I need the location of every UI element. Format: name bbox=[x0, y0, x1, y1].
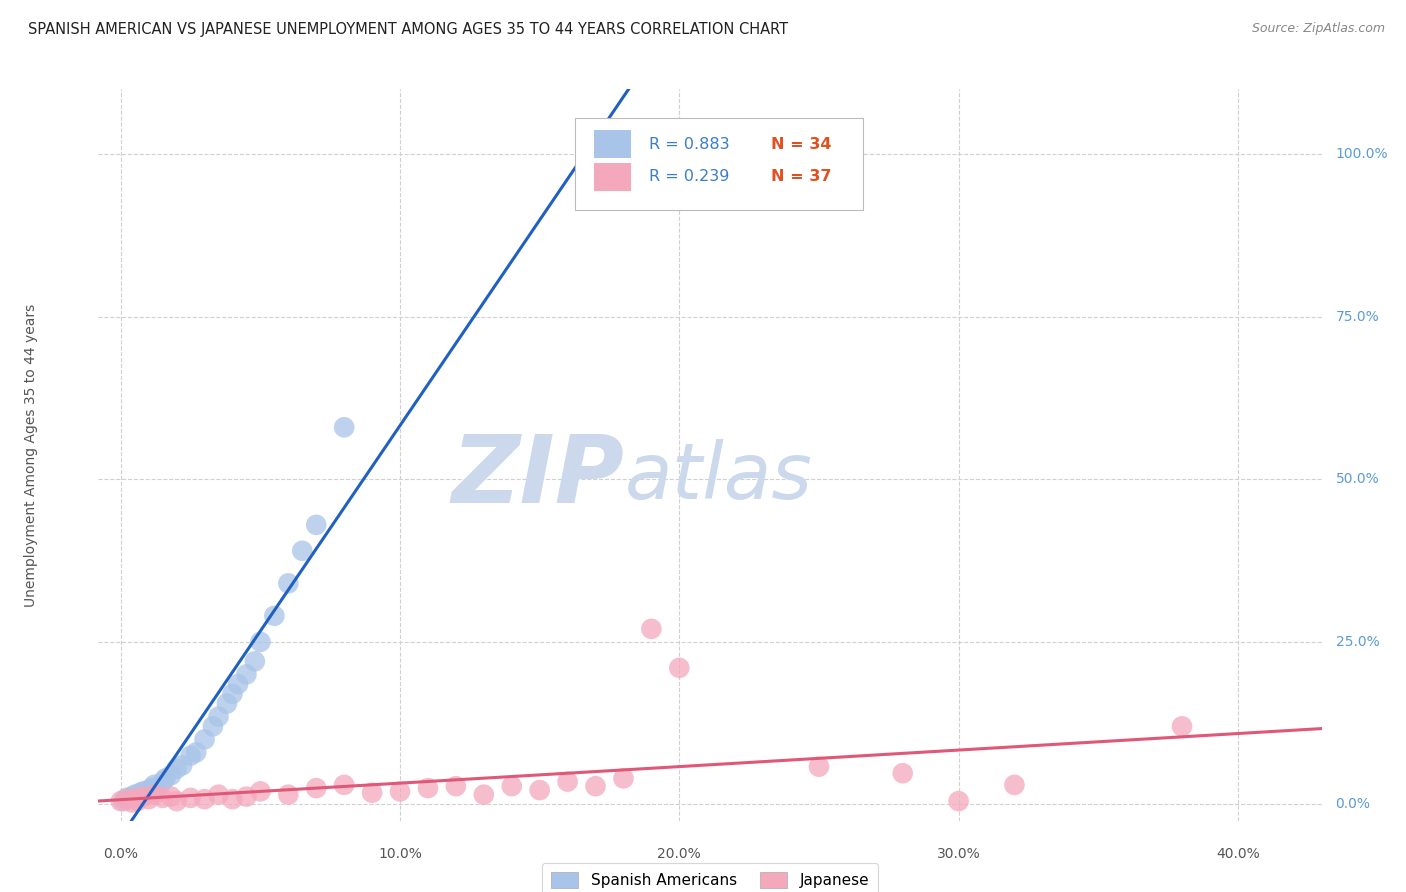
Point bbox=[141, 781, 163, 796]
Text: R = 0.883: R = 0.883 bbox=[648, 136, 730, 152]
Text: 50.0%: 50.0% bbox=[1336, 472, 1379, 486]
Point bbox=[186, 745, 208, 759]
Text: N = 34: N = 34 bbox=[772, 136, 832, 152]
Point bbox=[180, 748, 202, 763]
Point bbox=[138, 792, 160, 806]
Text: SPANISH AMERICAN VS JAPANESE UNEMPLOYMENT AMONG AGES 35 TO 44 YEARS CORRELATION : SPANISH AMERICAN VS JAPANESE UNEMPLOYMEN… bbox=[28, 22, 789, 37]
Text: 25.0%: 25.0% bbox=[1336, 635, 1379, 648]
Point bbox=[291, 544, 314, 558]
Point bbox=[243, 654, 266, 668]
Point bbox=[138, 783, 160, 797]
Point bbox=[305, 517, 328, 532]
Point bbox=[115, 792, 138, 806]
Point bbox=[152, 790, 174, 805]
Point bbox=[124, 790, 146, 805]
Point bbox=[193, 792, 215, 806]
Text: ZIP: ZIP bbox=[451, 431, 624, 523]
Point bbox=[389, 784, 412, 798]
Point bbox=[215, 697, 238, 711]
Text: 30.0%: 30.0% bbox=[936, 847, 980, 861]
Text: N = 37: N = 37 bbox=[772, 169, 832, 185]
Point bbox=[948, 794, 970, 808]
Point bbox=[226, 677, 249, 691]
Point bbox=[121, 796, 143, 810]
Point bbox=[127, 794, 149, 808]
Point bbox=[472, 788, 495, 802]
Point bbox=[416, 781, 439, 796]
Point bbox=[557, 774, 579, 789]
Point bbox=[121, 789, 143, 804]
Point bbox=[132, 789, 155, 804]
Text: 0.0%: 0.0% bbox=[103, 847, 138, 861]
Point bbox=[129, 786, 152, 800]
Point bbox=[235, 667, 257, 681]
Point bbox=[110, 794, 132, 808]
Point bbox=[143, 788, 166, 802]
Point bbox=[529, 783, 551, 797]
Point bbox=[155, 772, 177, 786]
Point bbox=[132, 784, 155, 798]
Point bbox=[668, 661, 690, 675]
Point bbox=[221, 687, 243, 701]
Point bbox=[115, 790, 138, 805]
Legend: Spanish Americans, Japanese: Spanish Americans, Japanese bbox=[541, 863, 879, 892]
Point bbox=[585, 779, 607, 793]
Point bbox=[1004, 778, 1026, 792]
Text: 100.0%: 100.0% bbox=[1336, 147, 1388, 161]
Point bbox=[160, 789, 183, 804]
Point bbox=[172, 758, 194, 772]
Point bbox=[361, 786, 384, 800]
Point bbox=[152, 774, 174, 789]
Point bbox=[124, 788, 146, 802]
Text: R = 0.239: R = 0.239 bbox=[648, 169, 730, 185]
Text: 40.0%: 40.0% bbox=[1216, 847, 1260, 861]
Point bbox=[235, 789, 257, 804]
Point bbox=[444, 779, 467, 793]
Text: Source: ZipAtlas.com: Source: ZipAtlas.com bbox=[1251, 22, 1385, 36]
Point bbox=[807, 760, 830, 774]
Text: 10.0%: 10.0% bbox=[378, 847, 422, 861]
Point bbox=[166, 762, 188, 776]
Point bbox=[143, 778, 166, 792]
Point bbox=[891, 766, 914, 780]
Point bbox=[612, 772, 634, 786]
Text: atlas: atlas bbox=[624, 439, 813, 515]
Point bbox=[263, 608, 285, 623]
Point bbox=[193, 732, 215, 747]
FancyBboxPatch shape bbox=[593, 130, 630, 158]
Point bbox=[305, 781, 328, 796]
Text: 75.0%: 75.0% bbox=[1336, 310, 1379, 324]
Point bbox=[277, 576, 299, 591]
Point bbox=[277, 788, 299, 802]
Point bbox=[249, 784, 271, 798]
FancyBboxPatch shape bbox=[575, 119, 863, 210]
Point bbox=[1171, 719, 1194, 733]
Point bbox=[221, 792, 243, 806]
Point bbox=[160, 768, 183, 782]
Point bbox=[112, 794, 135, 808]
Point bbox=[207, 788, 229, 802]
FancyBboxPatch shape bbox=[593, 163, 630, 191]
Point bbox=[135, 788, 157, 802]
Point bbox=[201, 719, 224, 733]
Point bbox=[333, 778, 356, 792]
Text: Unemployment Among Ages 35 to 44 years: Unemployment Among Ages 35 to 44 years bbox=[24, 303, 38, 607]
Point bbox=[207, 709, 229, 723]
Point bbox=[640, 622, 662, 636]
Text: 20.0%: 20.0% bbox=[658, 847, 702, 861]
Text: 0.0%: 0.0% bbox=[1336, 797, 1371, 812]
Point bbox=[146, 781, 169, 796]
Point bbox=[118, 792, 141, 806]
Point bbox=[166, 794, 188, 808]
Point bbox=[249, 635, 271, 649]
Point bbox=[180, 790, 202, 805]
Point bbox=[333, 420, 356, 434]
Point bbox=[127, 790, 149, 805]
Point bbox=[501, 779, 523, 793]
